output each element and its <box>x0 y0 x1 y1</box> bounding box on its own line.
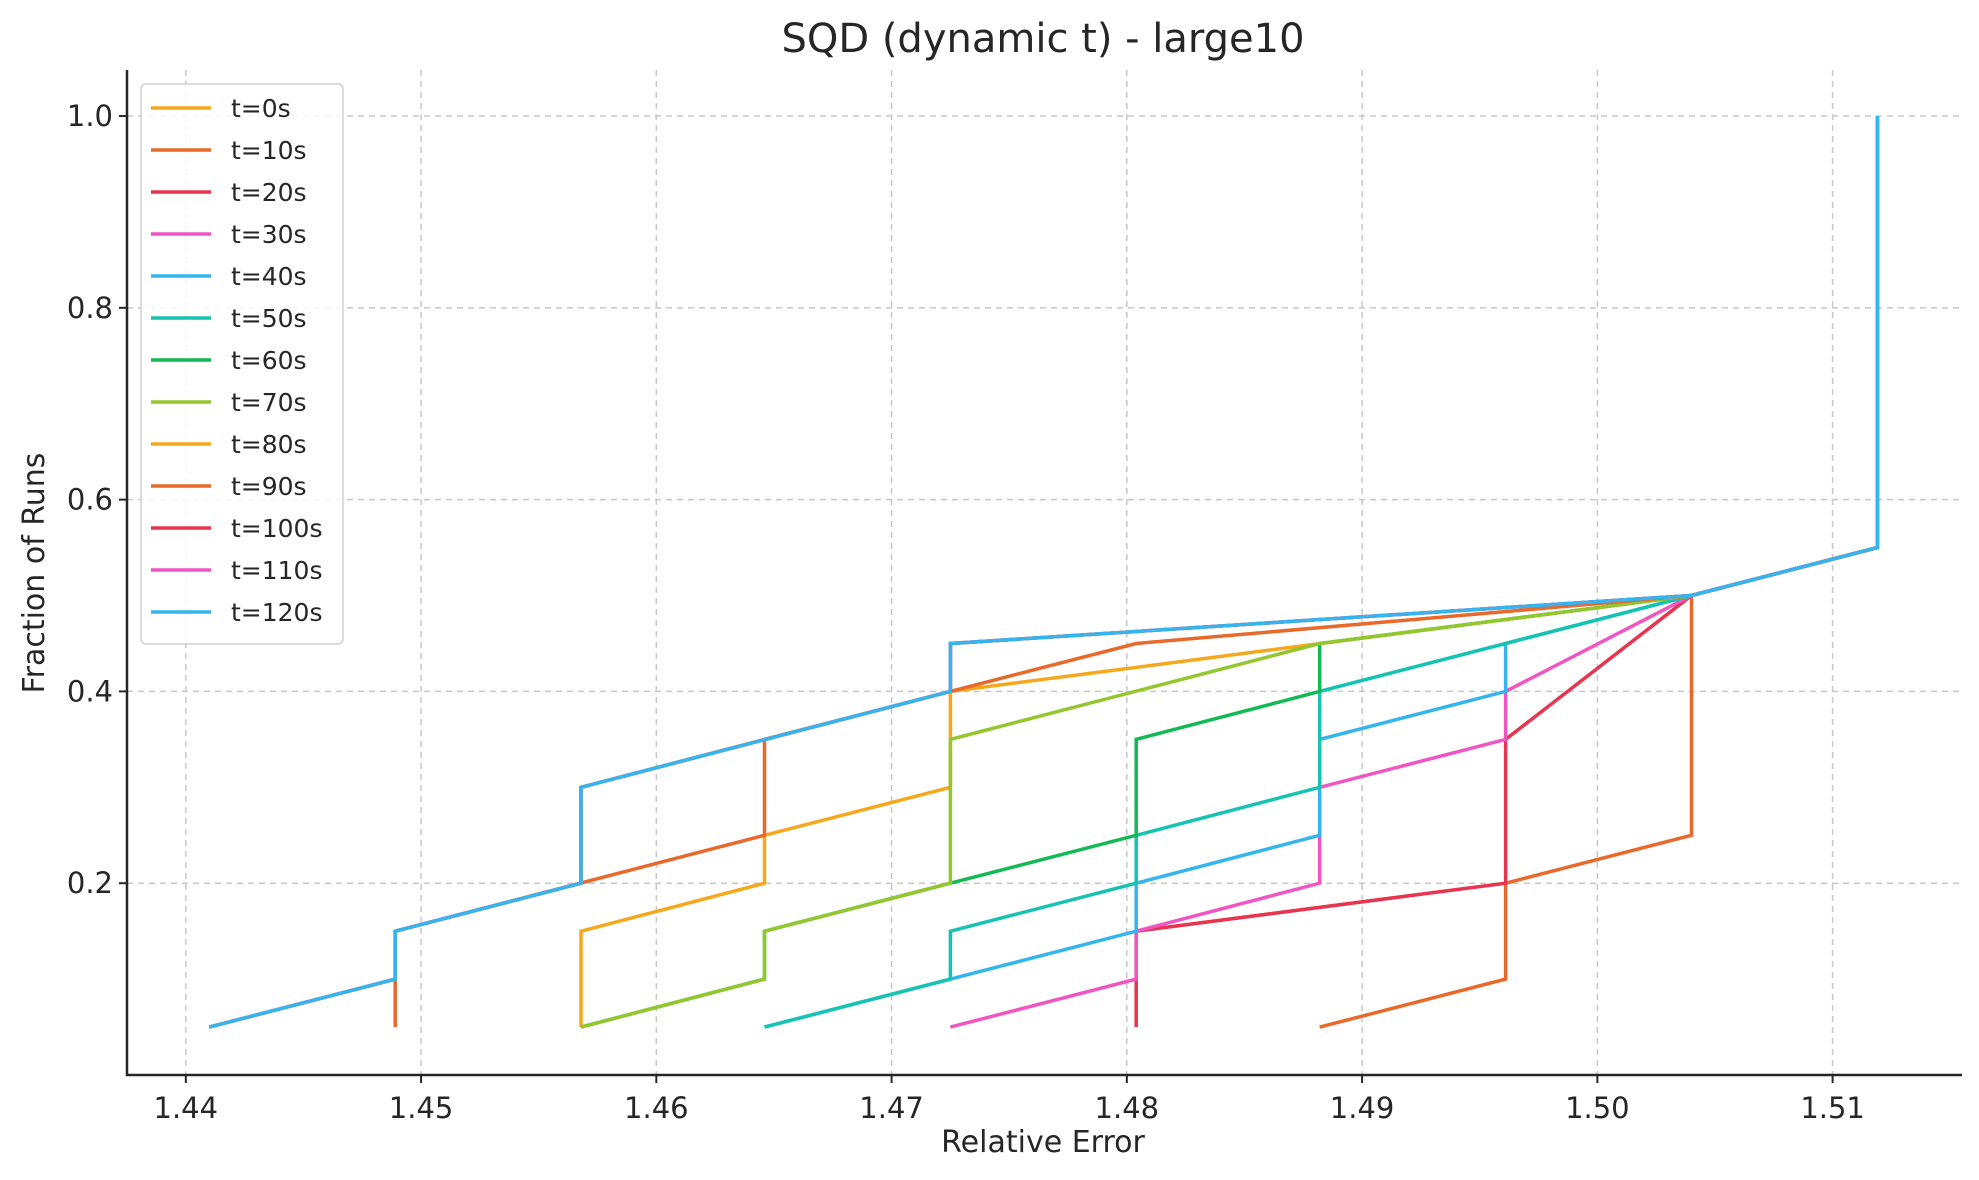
y-tick-label: 0.6 <box>67 483 113 517</box>
x-tick-label: 1.45 <box>389 1091 454 1125</box>
y-tick-label: 0.2 <box>67 866 113 900</box>
y-axis-label: Fraction of Runs <box>17 453 52 694</box>
y-tick-label: 0.8 <box>67 291 113 325</box>
x-ticks: 1.44 1.45 1.46 1.47 1.48 1.49 1.50 1.51 <box>154 1075 1865 1125</box>
series-line <box>208 116 1880 1029</box>
grid <box>127 70 1962 1075</box>
series-line <box>764 116 1880 1029</box>
legend-label: t=30s <box>231 220 307 249</box>
x-tick-label: 1.51 <box>1800 1091 1865 1125</box>
legend-label: t=60s <box>231 346 307 375</box>
series-line <box>764 116 1880 1029</box>
x-tick-label: 1.46 <box>624 1091 689 1125</box>
series-line <box>1319 116 1880 1029</box>
x-tick-label: 1.49 <box>1330 1091 1395 1125</box>
legend-label: t=40s <box>231 262 307 291</box>
x-tick-label: 1.44 <box>154 1091 219 1125</box>
x-tick-label: 1.48 <box>1095 1091 1160 1125</box>
legend-label: t=20s <box>231 178 307 207</box>
series-line <box>949 116 1880 1029</box>
legend-label: t=0s <box>231 94 291 123</box>
legend-label: t=70s <box>231 388 307 417</box>
legend-label: t=90s <box>231 472 307 501</box>
series-line <box>580 116 1880 1029</box>
legend-label: t=50s <box>231 304 307 333</box>
series-line <box>580 116 1880 1029</box>
legend-label: t=120s <box>231 598 323 627</box>
legend-label: t=100s <box>231 514 323 543</box>
legend-label: t=80s <box>231 430 307 459</box>
chart-title: SQD (dynamic t) - large10 <box>781 16 1304 62</box>
x-axis-label: Relative Error <box>941 1125 1145 1160</box>
axes-spines <box>125 70 1962 1077</box>
legend-label: t=10s <box>231 136 307 165</box>
legend-box <box>140 83 344 645</box>
y-ticks: 0.2 0.4 0.6 0.8 1.0 <box>67 99 127 900</box>
series-line <box>208 116 1880 1029</box>
x-tick-label: 1.50 <box>1565 1091 1630 1125</box>
series-lines <box>208 116 1880 1029</box>
series-line <box>579 116 1880 1028</box>
y-tick-label: 1.0 <box>67 99 113 133</box>
series-line <box>208 116 1880 1029</box>
series-line <box>208 116 1880 1029</box>
legend: t=0s t=10s t=20s t=30s t=40s t=50s t=60s t=70s t… <box>140 83 344 645</box>
y-tick-label: 0.4 <box>67 674 113 708</box>
x-tick-label: 1.47 <box>859 1091 924 1125</box>
legend-label: t=110s <box>231 556 323 585</box>
